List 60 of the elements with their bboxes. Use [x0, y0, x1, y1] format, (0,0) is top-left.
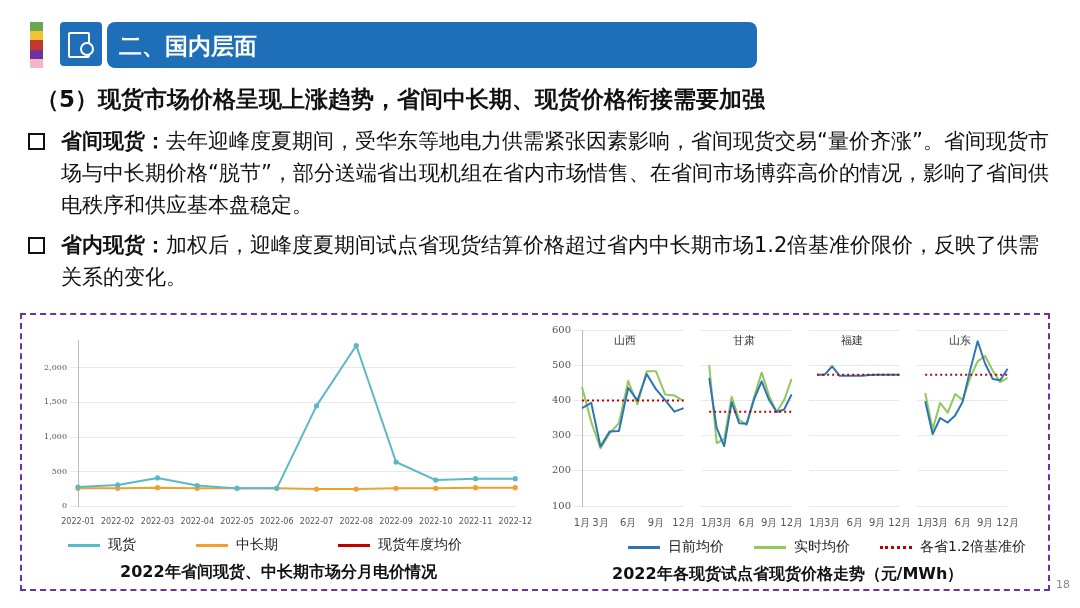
x-tick-label: 2022-11 — [458, 517, 493, 527]
x-tick-label: 3月 — [592, 516, 609, 528]
x-tick-label: 2022-04 — [180, 517, 214, 527]
x-tick-label: 3月 — [715, 516, 733, 528]
x-tick-label: 12月 — [996, 516, 1019, 528]
y-tick-label: 2,000 — [44, 362, 67, 372]
x-tick-label: 2022-03 — [140, 517, 175, 527]
legend-label: 现货 — [108, 536, 136, 554]
legend-label: 各省1.2倍基准价 — [920, 538, 1027, 556]
y-tick-label: 500 — [51, 466, 67, 476]
x-tick-label: 1月 — [916, 516, 934, 528]
legend-label: 现货年度均价 — [378, 536, 462, 554]
x-tick-label: 6月 — [954, 516, 971, 528]
y-tick-label: 400 — [551, 393, 571, 405]
text: （5）现货市场价格呈现上涨趋势，省间中长期、现货价格衔接需要加强 — [36, 85, 766, 114]
y-tick-label: 1,000 — [44, 432, 67, 442]
x-tick-label: 6月 — [738, 516, 755, 528]
y-tick-label: 600 — [551, 323, 571, 335]
text: 2022年各现货试点省现货价格走势（元/MWh） — [612, 564, 964, 585]
y-tick-label: 0 — [61, 501, 67, 511]
x-tick-label: 2022-10 — [419, 517, 453, 527]
text: 2022年省间现货、中长期市场分月电价情况 — [120, 562, 437, 583]
x-tick-label: 2022-01 — [61, 517, 95, 527]
x-tick-label: 1月 — [700, 516, 718, 528]
x-tick-label: 1月 — [808, 516, 826, 528]
x-tick-label: 2022-08 — [339, 517, 373, 527]
chart-title: 甘肃 — [732, 334, 755, 348]
x-tick-label: 2022-06 — [260, 517, 294, 527]
x-tick-label: 6月 — [620, 516, 637, 528]
y-tick-label: 100 — [551, 499, 571, 511]
x-tick-label: 2022-12 — [498, 517, 533, 527]
chart-title: 山西 — [613, 334, 636, 348]
x-tick-label: 6月 — [846, 516, 863, 528]
chart-title: 山东 — [948, 334, 971, 348]
legend-label: 日前均价 — [668, 538, 724, 556]
text: 18 — [1056, 578, 1070, 591]
y-tick-label: 200 — [551, 464, 571, 476]
x-tick-label: 12月 — [780, 516, 803, 528]
text: 省间现货：去年迎峰度夏期间，受华东等地电力供需紧张因素影响，省间现货交易“量价齐涨”。省间现货市场与中长期价格“脱节”，部分送端省出现机组在省内市场惜售、在省间市场博弈高价的情况，影响了省间供电秩序和供应基本盘稳定。 — [61, 128, 1050, 219]
chart-title: 福建 — [840, 334, 863, 348]
y-tick-label: 1,500 — [44, 397, 67, 407]
x-tick-label: 3月 — [823, 516, 841, 528]
text: 二、国内层面 — [119, 32, 257, 61]
x-tick-label: 9月 — [647, 516, 665, 528]
y-tick-label: 500 — [551, 358, 571, 370]
legend-label: 实时均价 — [794, 538, 850, 556]
y-tick-label: 300 — [551, 429, 571, 441]
x-tick-label: 2022-07 — [299, 517, 334, 527]
x-tick-label: 2022-05 — [220, 517, 254, 527]
x-tick-label: 2022-02 — [101, 517, 135, 527]
legend-label: 中长期 — [236, 536, 278, 554]
text: 省内现货：加权后，迎峰度夏期间试点省现货结算价格超过省内中长期市场1.2倍基准价限价，反映了供需关系的变化。 — [61, 232, 1041, 291]
x-tick-label: 9月 — [760, 516, 778, 528]
x-tick-label: 9月 — [868, 516, 886, 528]
x-tick-label: 3月 — [931, 516, 949, 528]
x-tick-label: 12月 — [888, 516, 911, 528]
x-tick-label: 1月 — [573, 516, 591, 528]
x-tick-label: 12月 — [672, 516, 695, 528]
x-tick-label: 9月 — [976, 516, 994, 528]
x-tick-label: 2022-09 — [379, 517, 413, 527]
